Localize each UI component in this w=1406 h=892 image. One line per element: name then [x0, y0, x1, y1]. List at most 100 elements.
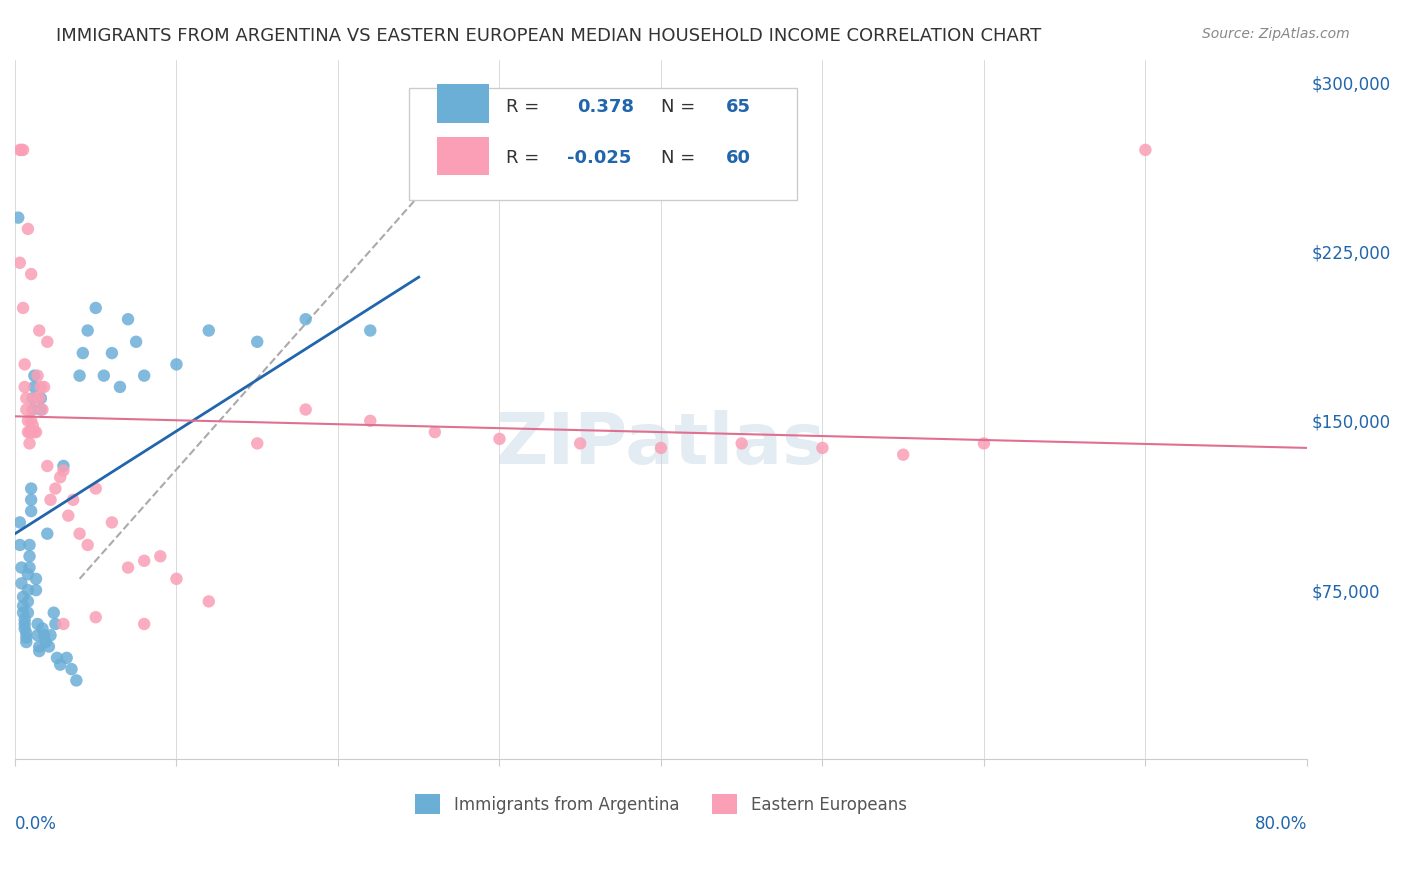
- Point: [246, 436, 269, 450]
- Point: [84, 610, 107, 624]
- Point: [30, 391, 52, 405]
- Point: [17, 594, 39, 608]
- Text: 0.378: 0.378: [576, 98, 634, 116]
- Point: [62, 492, 84, 507]
- Point: [117, 312, 139, 326]
- Point: [17, 425, 39, 439]
- Text: R =: R =: [506, 98, 546, 116]
- Point: [8, 516, 31, 530]
- Point: [49, 470, 72, 484]
- Point: [15, 631, 38, 645]
- Point: [14, 617, 37, 632]
- Point: [27, 617, 49, 632]
- Point: [27, 368, 49, 383]
- Point: [28, 391, 51, 405]
- Point: [76, 324, 98, 338]
- Point: [17, 583, 39, 598]
- Point: [21, 391, 44, 405]
- Point: [28, 324, 51, 338]
- Point: [20, 504, 42, 518]
- Point: [14, 380, 37, 394]
- Bar: [437, 136, 489, 175]
- Point: [21, 402, 44, 417]
- Point: [69, 526, 91, 541]
- Point: [125, 334, 148, 349]
- Point: [84, 482, 107, 496]
- Point: [37, 334, 59, 349]
- Point: [58, 508, 80, 523]
- Point: [15, 635, 38, 649]
- Point: [15, 391, 38, 405]
- Text: -0.025: -0.025: [567, 149, 631, 167]
- Point: [359, 324, 381, 338]
- Point: [49, 657, 72, 672]
- Point: [28, 640, 51, 654]
- Point: [55, 651, 77, 665]
- Text: ZIPatlas: ZIPatlas: [496, 410, 825, 479]
- Point: [32, 380, 55, 394]
- Point: [31, 402, 53, 417]
- Point: [891, 448, 914, 462]
- Text: R =: R =: [506, 149, 546, 167]
- Point: [44, 482, 66, 496]
- Point: [22, 425, 45, 439]
- Point: [37, 526, 59, 541]
- Legend: Immigrants from Argentina, Eastern Europeans: Immigrants from Argentina, Eastern Europ…: [409, 788, 914, 822]
- Point: [18, 560, 41, 574]
- Point: [17, 414, 39, 428]
- Point: [17, 222, 39, 236]
- Point: [8, 256, 31, 270]
- Text: IMMIGRANTS FROM ARGENTINA VS EASTERN EUROPEAN MEDIAN HOUSEHOLD INCOME CORRELATIO: IMMIGRANTS FROM ARGENTINA VS EASTERN EUR…: [56, 27, 1042, 45]
- Point: [15, 402, 38, 417]
- Point: [38, 640, 60, 654]
- Point: [1135, 143, 1157, 157]
- Point: [31, 622, 53, 636]
- Point: [69, 368, 91, 383]
- Point: [8, 143, 31, 157]
- Point: [65, 673, 87, 688]
- Point: [52, 617, 75, 632]
- Point: [46, 651, 69, 665]
- Point: [10, 143, 32, 157]
- Point: [30, 380, 52, 394]
- Point: [93, 368, 115, 383]
- Point: [7, 211, 30, 225]
- Point: [44, 617, 66, 632]
- Point: [11, 599, 34, 613]
- FancyBboxPatch shape: [409, 87, 797, 200]
- Point: [42, 606, 65, 620]
- Point: [10, 560, 32, 574]
- Point: [20, 425, 42, 439]
- Point: [11, 301, 34, 315]
- Point: [197, 324, 219, 338]
- Point: [101, 516, 124, 530]
- Point: [20, 267, 42, 281]
- Text: N =: N =: [661, 149, 702, 167]
- Point: [246, 334, 269, 349]
- Point: [134, 554, 156, 568]
- Point: [731, 436, 754, 450]
- Point: [197, 594, 219, 608]
- Point: [423, 425, 446, 439]
- Point: [20, 482, 42, 496]
- Point: [14, 612, 37, 626]
- Point: [569, 436, 592, 450]
- Point: [21, 402, 44, 417]
- Point: [8, 538, 31, 552]
- Point: [166, 357, 188, 371]
- Point: [294, 402, 316, 417]
- Point: [973, 436, 995, 450]
- Point: [34, 635, 56, 649]
- Point: [20, 414, 42, 428]
- Point: [359, 414, 381, 428]
- Text: 80.0%: 80.0%: [1254, 815, 1308, 833]
- Point: [14, 622, 37, 636]
- Point: [488, 432, 510, 446]
- Point: [21, 418, 44, 433]
- Text: N =: N =: [661, 98, 702, 116]
- Point: [18, 549, 41, 564]
- Point: [39, 492, 62, 507]
- Point: [166, 572, 188, 586]
- Point: [30, 402, 52, 417]
- Point: [134, 368, 156, 383]
